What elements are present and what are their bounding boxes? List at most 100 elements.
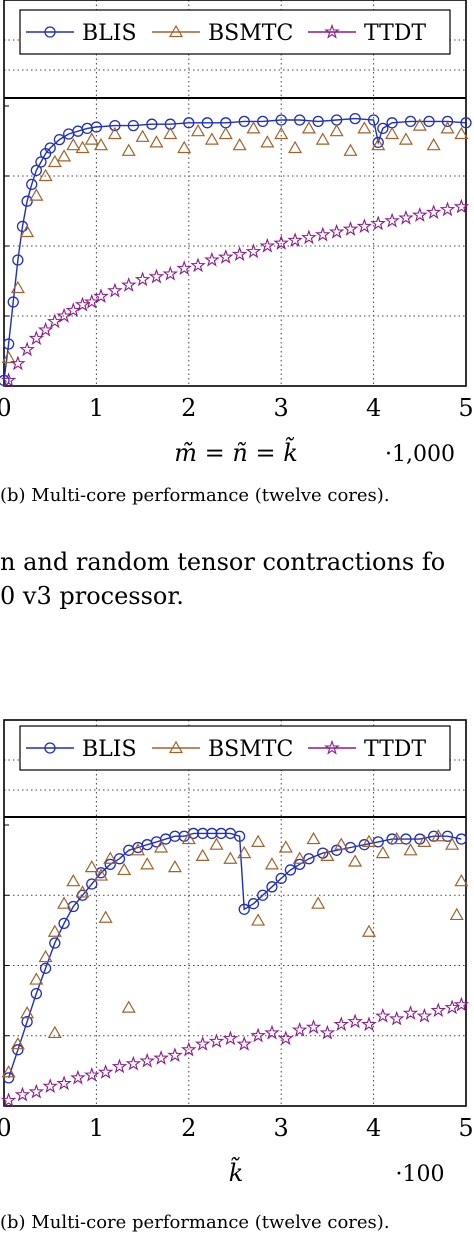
bsmtc-point bbox=[398, 132, 413, 145]
bsmtc-point bbox=[431, 829, 446, 842]
blis-point bbox=[7, 296, 19, 308]
ttdt-point bbox=[125, 1055, 142, 1071]
ttdt-point bbox=[245, 243, 262, 259]
bsmtc-point bbox=[38, 168, 53, 182]
x-tick-label: 0 bbox=[0, 394, 12, 422]
ttdt-point bbox=[70, 1069, 86, 1085]
blis-point bbox=[441, 830, 454, 842]
blis-point bbox=[206, 827, 218, 840]
ttdt-point bbox=[453, 996, 470, 1012]
chart-panel-top: 0 1 2 3 4 5 m̃ = ñ = k̃ ·1,000 BLIS BSMTC TTDT (b)… bbox=[0, 0, 474, 560]
ttdt-point bbox=[384, 212, 400, 228]
legend-box bbox=[19, 9, 451, 55]
ttdt-point bbox=[121, 277, 137, 292]
bsmtc-point bbox=[445, 837, 460, 850]
bsmtc-point bbox=[288, 140, 303, 154]
bsmtc-point bbox=[135, 129, 150, 142]
bsmtc-point bbox=[375, 845, 390, 859]
blis-point bbox=[312, 115, 324, 128]
bsmtc-point bbox=[29, 188, 44, 201]
blis-point bbox=[21, 1016, 33, 1028]
blis-point bbox=[2, 338, 15, 350]
bsmtc-point bbox=[93, 868, 109, 881]
legend-label: BLIS bbox=[82, 737, 137, 762]
blis-point bbox=[35, 156, 47, 168]
ttdt-point bbox=[342, 220, 359, 236]
bsmtc-point bbox=[177, 140, 192, 154]
blis-point bbox=[266, 881, 278, 893]
bsmtc-point bbox=[66, 873, 81, 887]
x-axis-multiplier: ·1,000 bbox=[385, 442, 455, 467]
bsmtc-point bbox=[20, 1006, 35, 1019]
x-tick-label: 5 bbox=[458, 1114, 473, 1142]
bsmtc-point bbox=[84, 859, 99, 873]
blis-point bbox=[49, 937, 61, 949]
bsmtc-point bbox=[264, 857, 279, 870]
ttdt-point bbox=[453, 198, 470, 214]
bsmtc-point bbox=[107, 126, 122, 140]
blis-point bbox=[247, 898, 260, 910]
blis-line bbox=[3, 117, 467, 381]
ttdt-point bbox=[444, 999, 460, 1015]
bsmtc-point bbox=[223, 851, 238, 864]
ttdt-point bbox=[148, 268, 165, 284]
blis-point bbox=[344, 841, 357, 854]
blis-point bbox=[0, 374, 10, 387]
legend-marker bbox=[44, 26, 56, 38]
bsmtc-point bbox=[20, 224, 35, 238]
blis-point bbox=[377, 122, 389, 135]
ttdt-point bbox=[273, 234, 289, 250]
ttdt-point bbox=[153, 1049, 169, 1065]
legend-marker bbox=[168, 740, 184, 754]
blis-point bbox=[201, 117, 213, 129]
bsmtc-point bbox=[10, 280, 25, 294]
legend-label: BSMTC bbox=[208, 21, 293, 46]
ttdt-point bbox=[259, 237, 276, 253]
series-bsmtc bbox=[1, 118, 469, 364]
x-tick-label: 1 bbox=[89, 1114, 104, 1142]
blis-point bbox=[455, 833, 468, 845]
blis-point bbox=[275, 872, 287, 885]
blis-point bbox=[21, 195, 33, 207]
bsmtc-point bbox=[315, 132, 330, 145]
ttdt-point bbox=[111, 1058, 128, 1074]
series-blis bbox=[0, 112, 472, 387]
ttdt-point bbox=[181, 1041, 197, 1057]
ttdt-point bbox=[430, 1002, 447, 1018]
legend-label: TTDT bbox=[364, 21, 426, 46]
bsmtc-point bbox=[237, 845, 252, 859]
bsmtc-point bbox=[204, 132, 219, 145]
blis-point bbox=[367, 114, 380, 126]
ttdt-point bbox=[107, 282, 123, 298]
chart-top: 0 1 2 3 4 5 m̃ = ñ = k̃ ·1,000 BLIS BSMTC TTDT bbox=[0, 0, 474, 467]
bsmtc-point bbox=[47, 924, 62, 937]
bsmtc-point bbox=[329, 123, 344, 137]
bsmtc-point bbox=[403, 843, 418, 856]
bsmtc-point bbox=[149, 135, 164, 148]
bsmtc-point bbox=[306, 831, 321, 845]
bsmtc-point bbox=[426, 137, 441, 151]
axes-frame bbox=[3, 0, 467, 387]
bsmtc-point bbox=[292, 851, 307, 864]
blis-point bbox=[146, 118, 158, 130]
bsmtc-point bbox=[454, 873, 469, 887]
blis-point bbox=[109, 119, 121, 132]
bsmtc-point bbox=[246, 121, 261, 134]
blis-point bbox=[238, 903, 250, 915]
ttdt-point bbox=[84, 293, 100, 309]
ttdt-point bbox=[19, 341, 35, 357]
x-axis-label: k̃ bbox=[229, 1156, 244, 1187]
blis-point bbox=[183, 117, 195, 129]
bsmtc-point bbox=[417, 834, 432, 847]
bsmtc-point bbox=[130, 843, 146, 856]
x-tick-label: 2 bbox=[181, 1114, 196, 1142]
ttdt-point bbox=[190, 257, 206, 273]
blis-point bbox=[86, 878, 98, 890]
ttdt-point bbox=[218, 249, 234, 264]
ttdt-point bbox=[388, 1010, 405, 1026]
x-axis-multiplier: ·100 bbox=[396, 1162, 445, 1187]
bsmtc-point bbox=[121, 143, 136, 156]
body-text-line-1: n and random tensor contractions fo bbox=[0, 548, 446, 576]
blis-point bbox=[58, 917, 70, 930]
bsmtc-point bbox=[343, 143, 358, 156]
